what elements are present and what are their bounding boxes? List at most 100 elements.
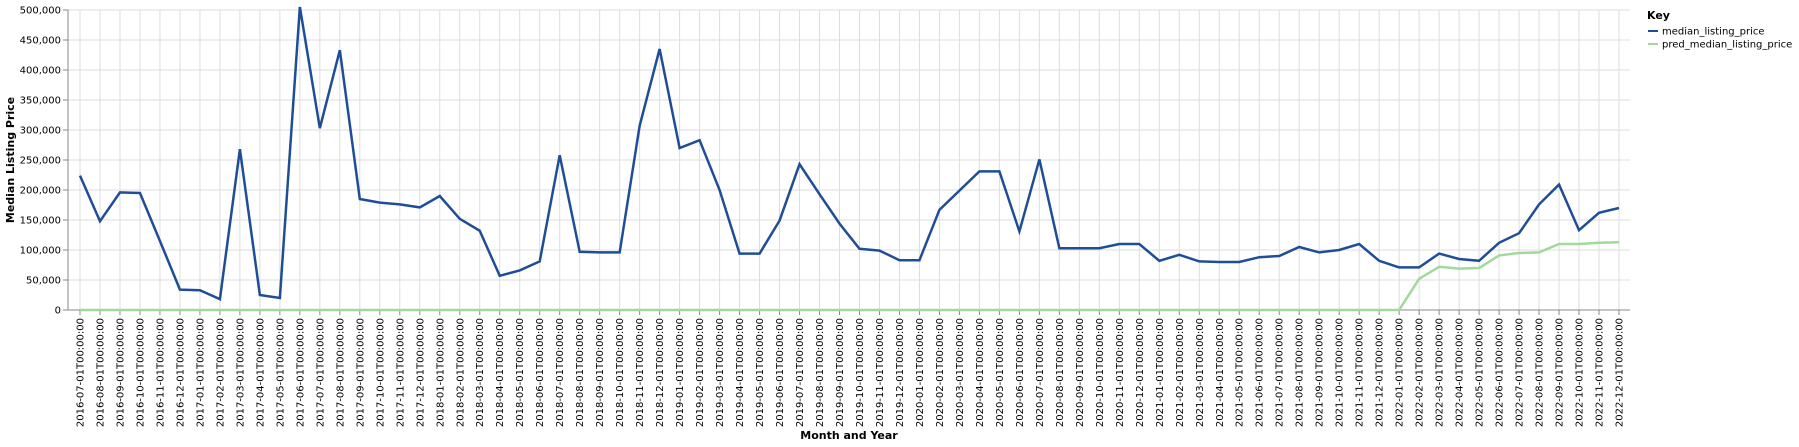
series-lines — [78, 6, 1620, 312]
x-tick-label: 2016-07-01T00:00:00 — [76, 318, 87, 427]
x-tick-label: 2021-10-01T00:00:00 — [1335, 318, 1346, 427]
x-tick-label: 2017-12-01T00:00:00 — [415, 318, 426, 427]
x-tick-label: 2016-11-01T00:00:00 — [155, 318, 166, 427]
x-tick-label: 2021-02-01T00:00:00 — [1175, 318, 1186, 427]
x-tick-label: 2019-01-01T00:00:00 — [675, 318, 686, 427]
x-tick-label: 2021-09-01T00:00:00 — [1315, 318, 1326, 427]
x-tick-label: 2017-02-01T00:00:00 — [215, 318, 226, 427]
x-tick-label: 2019-04-01T00:00:00 — [735, 318, 746, 427]
x-tick-label: 2017-05-01T00:00:00 — [275, 318, 286, 427]
legend-title: Key — [1647, 9, 1670, 22]
x-tick-label: 2022-08-01T00:00:00 — [1535, 318, 1546, 427]
x-tick-label: 2018-08-01T00:00:00 — [575, 318, 586, 427]
y-tick-label: 250,000 — [20, 156, 61, 167]
legend-label-pred_median_listing_price: pred_median_listing_price — [1662, 40, 1792, 51]
x-tick-label: 2018-04-01T00:00:00 — [495, 318, 506, 427]
y-tick-label: 500,000 — [20, 6, 61, 17]
x-tick-label: 2022-05-01T00:00:00 — [1475, 318, 1486, 427]
x-tick-label: 2019-10-01T00:00:00 — [855, 318, 866, 427]
legend-label-median_listing_price: median_listing_price — [1662, 27, 1765, 38]
x-tick-label: 2018-03-01T00:00:00 — [475, 318, 486, 427]
x-tick-label: 2020-04-01T00:00:00 — [975, 318, 986, 427]
y-tick-labels: 0 50,000 100,000 150,000 200,000 250,000 300,0… — [20, 6, 61, 317]
series-line-median_listing_price — [78, 6, 1620, 302]
x-tick-label: 2022-03-01T00:00:00 — [1435, 318, 1446, 427]
x-tick-label: 2018-02-01T00:00:00 — [455, 318, 466, 427]
x-tick-label: 2017-06-01T00:00:00 — [295, 318, 306, 427]
x-tick-label: 2018-12-01T00:00:00 — [655, 318, 666, 427]
y-tick-label: 300,000 — [20, 126, 61, 137]
x-tick-label: 2017-08-01T00:00:00 — [335, 318, 346, 427]
x-tick-label: 2020-11-01T00:00:00 — [1115, 318, 1126, 427]
y-tick-label: 350,000 — [20, 96, 61, 107]
x-tick-label: 2020-07-01T00:00:00 — [1035, 318, 1046, 427]
x-axis-title: Month and Year — [800, 429, 898, 442]
x-tick-label: 2017-07-01T00:00:00 — [315, 318, 326, 427]
x-tick-label: 2017-10-01T00:00:00 — [375, 318, 386, 427]
x-tick-label: 2020-05-01T00:00:00 — [995, 318, 1006, 427]
y-tick-label: 150,000 — [20, 216, 61, 227]
x-tick-label: 2022-04-01T00:00:00 — [1455, 318, 1466, 427]
x-tick-label: 2019-03-01T00:00:00 — [715, 318, 726, 427]
x-tick-label: 2021-03-01T00:00:00 — [1195, 318, 1206, 427]
x-tick-label: 2020-02-01T00:00:00 — [935, 318, 946, 427]
x-tick-label: 2017-01-01T00:00:00 — [195, 318, 206, 427]
x-tick-label: 2016-09-01T00:00:00 — [115, 318, 126, 427]
x-tick-label: 2017-09-01T00:00:00 — [355, 318, 366, 427]
x-tick-label: 2022-07-01T00:00:00 — [1515, 318, 1526, 427]
x-tick-label: 2021-06-01T00:00:00 — [1255, 318, 1266, 427]
x-tick-label: 2016-12-01T00:00:00 — [175, 318, 186, 427]
x-tick-label: 2018-01-01T00:00:00 — [435, 318, 446, 427]
x-tick-label: 2016-10-01T00:00:00 — [135, 318, 146, 427]
x-tick-label: 2017-11-01T00:00:00 — [395, 318, 406, 427]
x-tick-label: 2022-09-01T00:00:00 — [1555, 318, 1566, 427]
x-tick-label: 2019-07-01T00:00:00 — [795, 318, 806, 427]
x-tick-label: 2021-11-01T00:00:00 — [1355, 318, 1366, 427]
x-tick-label: 2020-03-01T00:00:00 — [955, 318, 966, 427]
x-tick-label: 2019-06-01T00:00:00 — [775, 318, 786, 427]
y-tick-label: 50,000 — [26, 276, 61, 287]
x-tick-label: 2018-09-01T00:00:00 — [595, 318, 606, 427]
x-tick-label: 2020-08-01T00:00:00 — [1055, 318, 1066, 427]
legend: Key median_listing_price pred_median_list… — [1647, 9, 1792, 51]
axes — [63, 9, 1630, 315]
x-tick-label: 2022-12-01T00:00:00 — [1615, 318, 1626, 427]
x-tick-label: 2022-06-01T00:00:00 — [1495, 318, 1506, 427]
legend-items: median_listing_price pred_median_listing_… — [1648, 27, 1792, 51]
y-tick-label: 0 — [55, 306, 61, 317]
x-tick-label: 2019-11-01T00:00:00 — [875, 318, 886, 427]
x-tick-labels: 2016-07-01T00:00:00 2016-08-01T00:00:00 20… — [76, 318, 1626, 427]
x-tick-label: 2020-09-01T00:00:00 — [1075, 318, 1086, 427]
x-tick-label: 2019-12-01T00:00:00 — [895, 318, 906, 427]
x-tick-label: 2020-12-01T00:00:00 — [1135, 318, 1146, 427]
x-tick-label: 2019-02-01T00:00:00 — [695, 318, 706, 427]
x-tick-label: 2019-08-01T00:00:00 — [815, 318, 826, 427]
y-tick-label: 400,000 — [20, 66, 61, 77]
x-tick-label: 2018-06-01T00:00:00 — [535, 318, 546, 427]
y-tick-label: 200,000 — [20, 186, 61, 197]
x-tick-label: 2021-01-01T00:00:00 — [1155, 318, 1166, 427]
x-tick-label: 2022-02-01T00:00:00 — [1415, 318, 1426, 427]
y-tick-label: 450,000 — [20, 36, 61, 47]
series-line-pred_median_listing_price — [80, 240, 1620, 312]
x-tick-label: 2019-09-01T00:00:00 — [835, 318, 846, 427]
x-tick-label: 2020-06-01T00:00:00 — [1015, 318, 1026, 427]
x-tick-label: 2021-04-01T00:00:00 — [1215, 318, 1226, 427]
x-tick-label: 2018-07-01T00:00:00 — [555, 318, 566, 427]
x-tick-label: 2022-01-01T00:00:00 — [1395, 318, 1406, 427]
y-axis-title: Median Listing Price — [4, 97, 17, 223]
x-tick-label: 2018-10-01T00:00:00 — [615, 318, 626, 427]
x-tick-label: 2022-11-01T00:00:00 — [1595, 318, 1606, 427]
x-tick-label: 2021-05-01T00:00:00 — [1235, 318, 1246, 427]
x-tick-label: 2022-10-01T00:00:00 — [1575, 318, 1586, 427]
x-tick-label: 2020-01-01T00:00:00 — [915, 318, 926, 427]
x-tick-label: 2021-07-01T00:00:00 — [1275, 318, 1286, 427]
x-tick-label: 2018-05-01T00:00:00 — [515, 318, 526, 427]
x-tick-label: 2021-12-01T00:00:00 — [1375, 318, 1386, 427]
x-tick-label: 2018-11-01T00:00:00 — [635, 318, 646, 427]
x-tick-label: 2017-04-01T00:00:00 — [255, 318, 266, 427]
x-tick-label: 2019-05-01T00:00:00 — [755, 318, 766, 427]
gridlines — [68, 9, 1630, 311]
x-tick-label: 2021-08-01T00:00:00 — [1295, 318, 1306, 427]
